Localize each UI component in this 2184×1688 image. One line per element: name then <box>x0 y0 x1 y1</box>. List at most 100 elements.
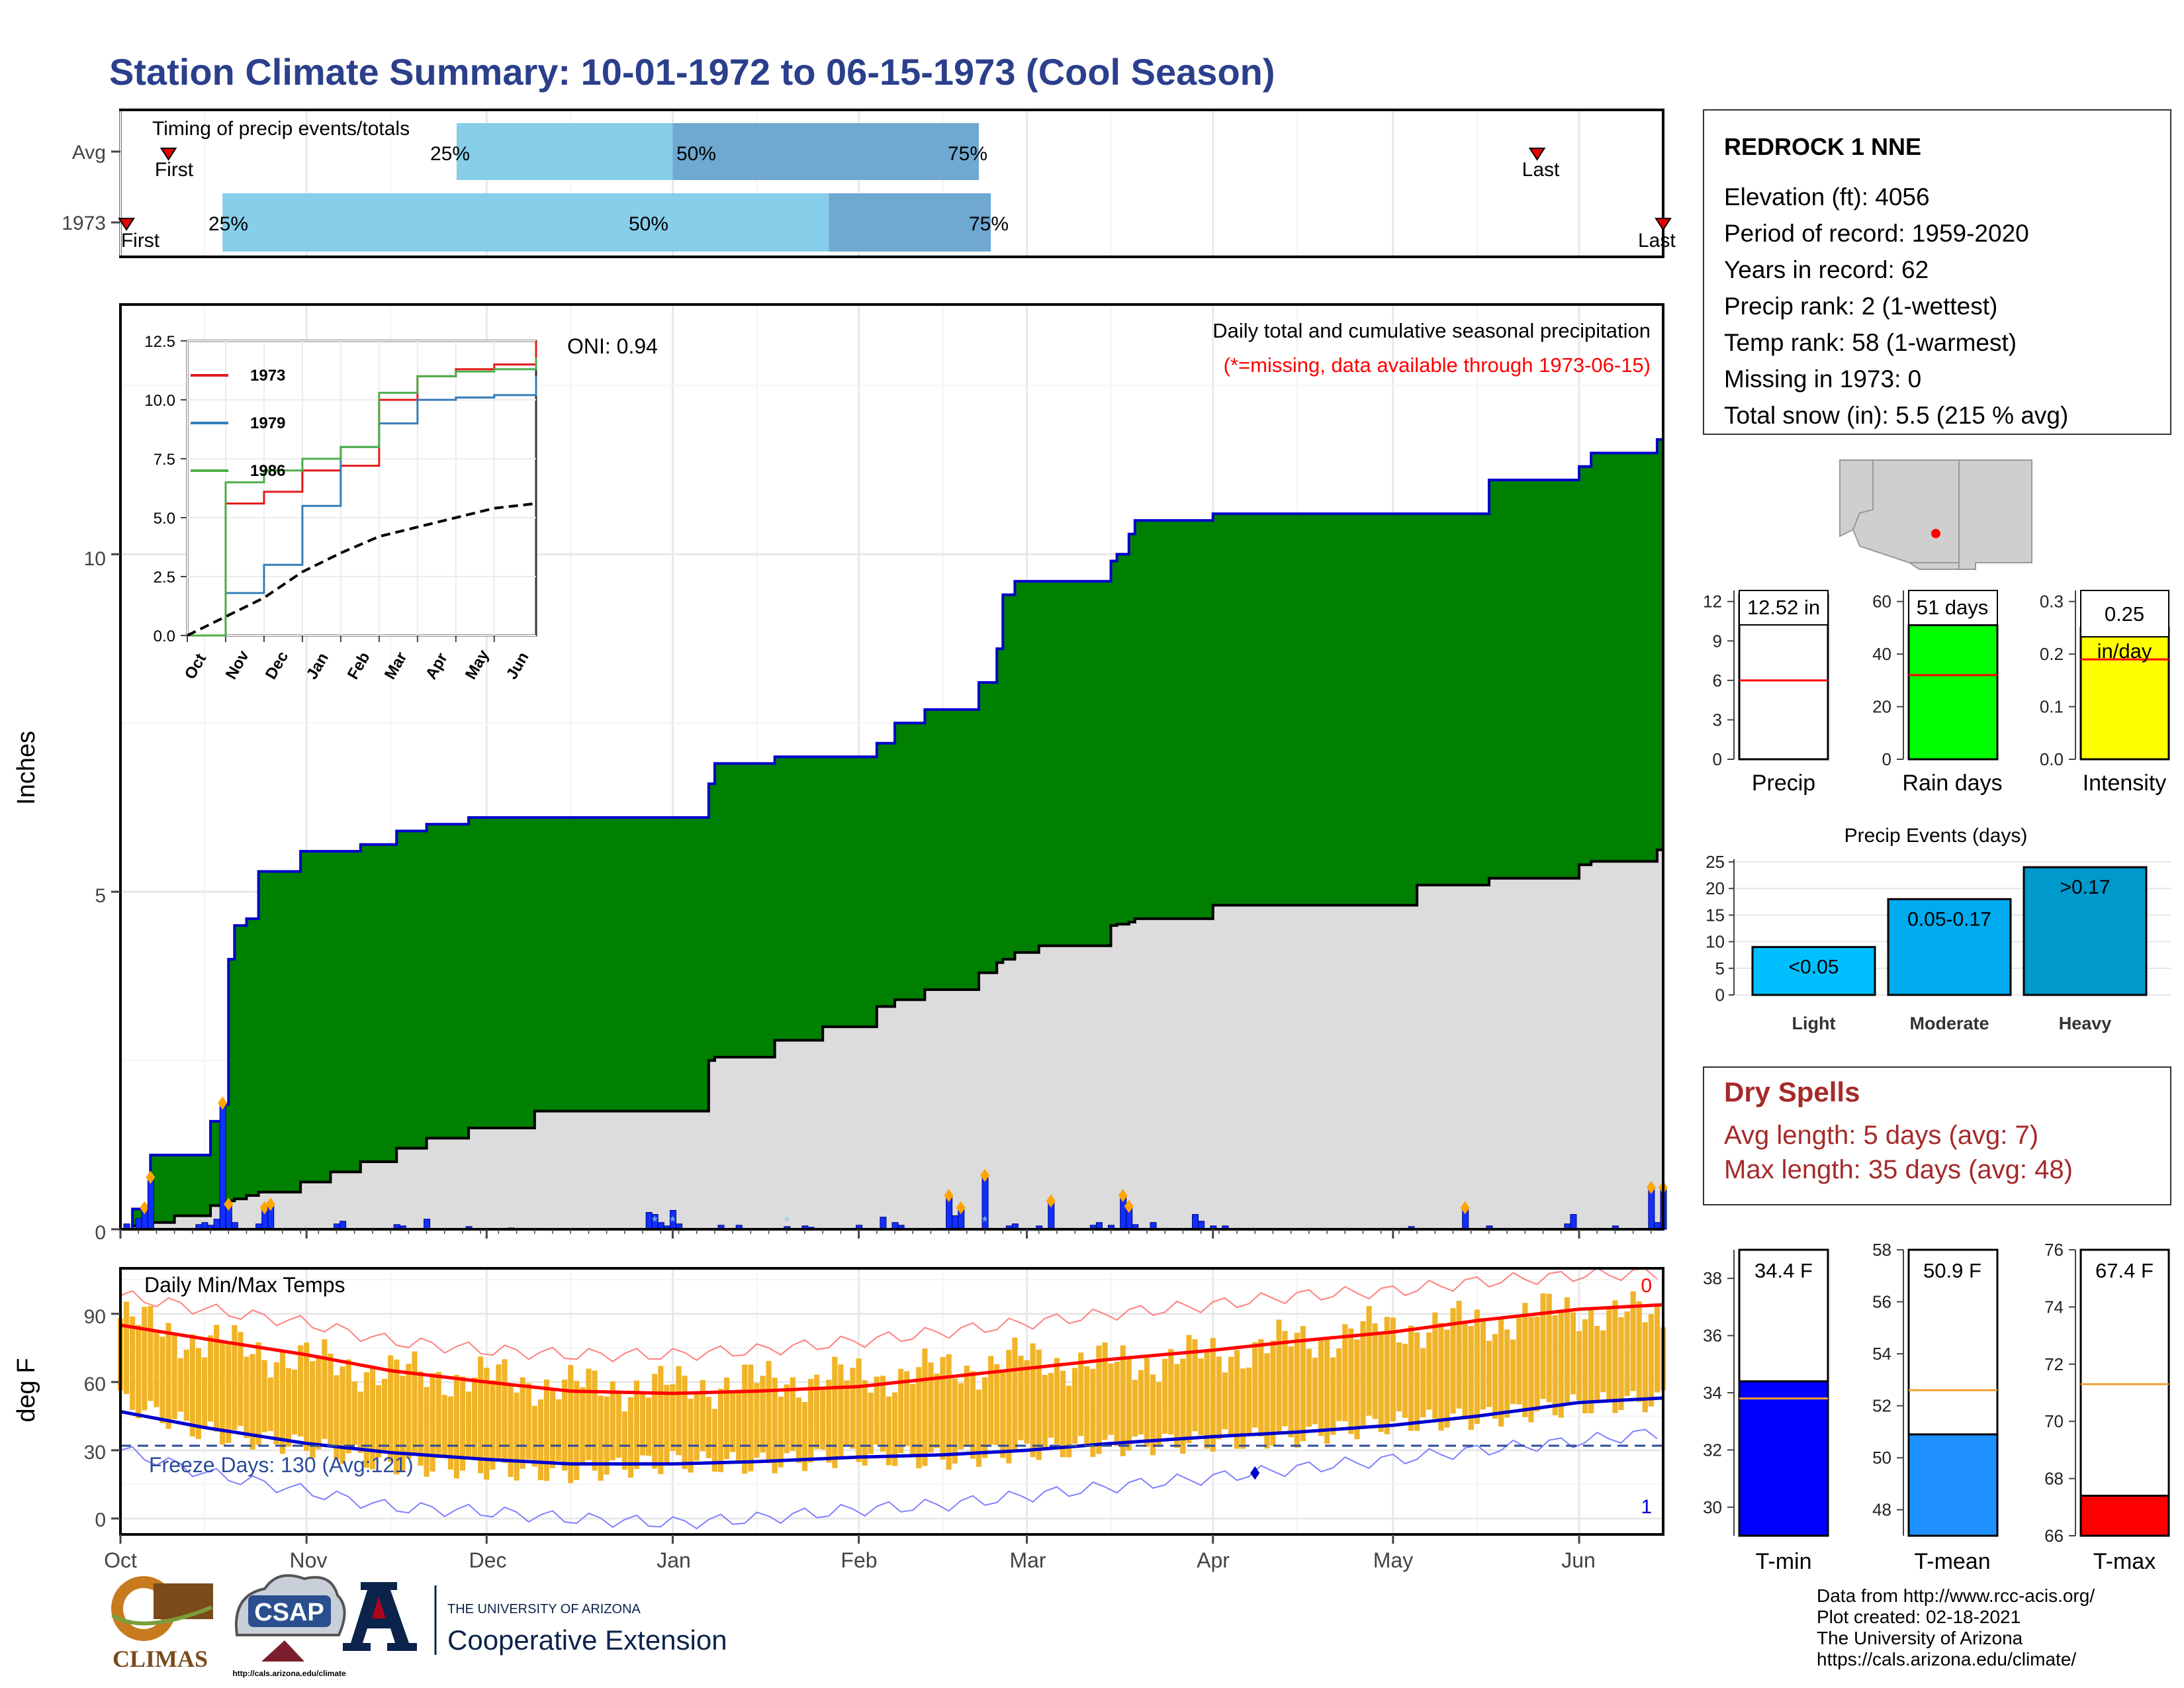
daily-temp-bar <box>1264 1353 1270 1449</box>
mini-value-box <box>1908 590 1998 626</box>
daily-temp-bar <box>1480 1317 1486 1410</box>
timing-1973-first: First <box>121 230 160 252</box>
inset-ytick-10: 10.0 <box>144 392 175 410</box>
tbar-ytick-label: 58 <box>1872 1240 1891 1260</box>
mini-ytick-label: 0 <box>1882 749 1891 769</box>
daily-temp-bar <box>148 1306 154 1401</box>
daily-temp-bar <box>388 1355 394 1462</box>
heavy-day-marker <box>265 1197 275 1211</box>
daily-temp-bar <box>994 1364 1000 1446</box>
daily-temp-bar <box>1348 1328 1354 1434</box>
daily-temp-bar <box>568 1365 574 1483</box>
events-xlabel: Moderate <box>1909 1013 1989 1033</box>
daily-temp-bar <box>1030 1343 1036 1458</box>
tbar-ytick-label: 34 <box>1703 1383 1722 1403</box>
temps-ylabel: deg F <box>13 1358 40 1422</box>
mini-label-raindays: Rain days <box>1902 771 2002 796</box>
daily-temp-bar <box>1330 1357 1336 1435</box>
temps-xtick-jun: Jun <box>1561 1548 1596 1572</box>
ua-big-text: Cooperative Extension <box>447 1624 727 1656</box>
daily-temp-bar <box>1516 1317 1522 1405</box>
daily-temp-bar <box>928 1362 934 1453</box>
mini-ytick-label: 0.1 <box>2040 697 2064 717</box>
daily-temp-bar <box>604 1396 610 1475</box>
daily-temp-bar <box>700 1380 705 1452</box>
daily-temp-bar <box>976 1389 982 1467</box>
heavy-day-marker <box>1460 1201 1470 1215</box>
daily-temp-bar <box>1294 1333 1300 1448</box>
daily-temp-bar <box>424 1387 430 1477</box>
daily-temp-bar <box>261 1360 267 1432</box>
daily-temp-bar <box>627 1397 634 1478</box>
tbar-value-tmean: 50.9 F <box>1923 1259 1981 1282</box>
temps-xtick-may: May <box>1373 1548 1413 1572</box>
station-name: REDROCK 1 NNE <box>1724 133 1921 160</box>
tbar-value-tmax: 67.4 F <box>2095 1259 2154 1282</box>
events-title: Precip Events (days) <box>1844 825 2028 847</box>
ua-small-text: THE UNIVERSITY OF ARIZONA <box>447 1602 641 1617</box>
mini-bar-2 <box>2079 626 2170 761</box>
daily-temp-bar <box>1558 1311 1564 1418</box>
temps-xtick-feb: Feb <box>841 1548 877 1572</box>
tbar-ytick-label: 76 <box>2044 1240 2064 1260</box>
daily-temp-bar <box>1312 1358 1318 1425</box>
daily-temp-bar <box>1036 1349 1042 1460</box>
daily-temp-bar <box>1546 1293 1552 1403</box>
climas-logo: CLIMAS <box>111 1576 213 1672</box>
daily-temp-bar <box>1336 1348 1342 1421</box>
daily-temp-bar <box>1378 1333 1384 1432</box>
tbar-label-tmean: T-mean <box>1914 1549 1990 1574</box>
inset-line-1986 <box>187 357 537 637</box>
record-high-count: 0 <box>1641 1275 1652 1297</box>
daily-temp-bar <box>1258 1339 1264 1437</box>
daily-temp-bar <box>754 1383 760 1458</box>
daily-temp-bar <box>1090 1368 1096 1457</box>
daily-temp-bar <box>934 1374 940 1448</box>
mini-ytick-label: 20 <box>1872 697 1891 717</box>
daily-temp-bar <box>988 1356 994 1445</box>
temps-xtick-nov: Nov <box>290 1548 328 1572</box>
timing-avg-50: 50% <box>676 143 716 165</box>
daily-temp-bar <box>910 1383 916 1456</box>
tbar-ytick-label: 54 <box>1872 1344 1891 1364</box>
heavy-day-marker <box>944 1189 954 1203</box>
events-xlabel: Heavy <box>2059 1013 2112 1033</box>
mini-ytick-label: 0.2 <box>2040 644 2064 664</box>
daily-temp-bar <box>1186 1335 1192 1444</box>
daily-temp-bar <box>394 1359 400 1475</box>
inset-chart <box>181 340 537 642</box>
dry-spells-title: Dry Spells <box>1724 1076 1860 1107</box>
temps-title: Daily Min/Max Temps <box>144 1273 345 1297</box>
daily-temp-bar <box>1648 1314 1654 1407</box>
events-ytick-label: 10 <box>1706 932 1725 952</box>
daily-temp-bar <box>1078 1352 1084 1436</box>
mini-value-box <box>2080 590 2169 637</box>
daily-temp-bar <box>220 1342 226 1445</box>
tbar-ytick-label: 74 <box>2044 1297 2064 1317</box>
daily-temp-bar <box>328 1353 334 1444</box>
temps-ytick-90: 90 <box>84 1306 106 1328</box>
heavy-day-marker <box>146 1170 156 1184</box>
daily-temp-bar <box>418 1371 424 1466</box>
heavy-day-marker <box>224 1197 234 1211</box>
station-elevation: Elevation (ft): 4056 <box>1724 183 1930 211</box>
daily-temp-bar <box>406 1364 412 1459</box>
daily-temp-bar <box>652 1374 658 1469</box>
daily-temp-bar <box>334 1375 340 1460</box>
daily-temp-bar <box>1414 1332 1420 1431</box>
snow-day-marker: * <box>652 1213 658 1230</box>
daily-temp-bar <box>766 1360 772 1464</box>
heavy-day-marker <box>1046 1194 1056 1208</box>
footer-line-1: Data from http://www.rcc-acis.org/ <box>1817 1585 2095 1606</box>
daily-temp-bar <box>916 1367 922 1469</box>
daily-temp-bar <box>154 1331 159 1407</box>
daily-temp-bar <box>1252 1342 1258 1428</box>
daily-temp-bar <box>1048 1373 1054 1438</box>
daily-temp-bar <box>165 1323 171 1429</box>
daily-temp-bar <box>940 1357 946 1460</box>
mini-bar-charts: 0 3 6 9 12 0 20 40 60 0.0 0.1 0.2 0.3 <box>1703 590 2170 769</box>
daily-temp-bar <box>1108 1363 1114 1435</box>
avg-max-line <box>120 1303 1664 1395</box>
heavy-day-marker <box>1118 1189 1128 1203</box>
daily-temp-bar <box>123 1301 130 1394</box>
